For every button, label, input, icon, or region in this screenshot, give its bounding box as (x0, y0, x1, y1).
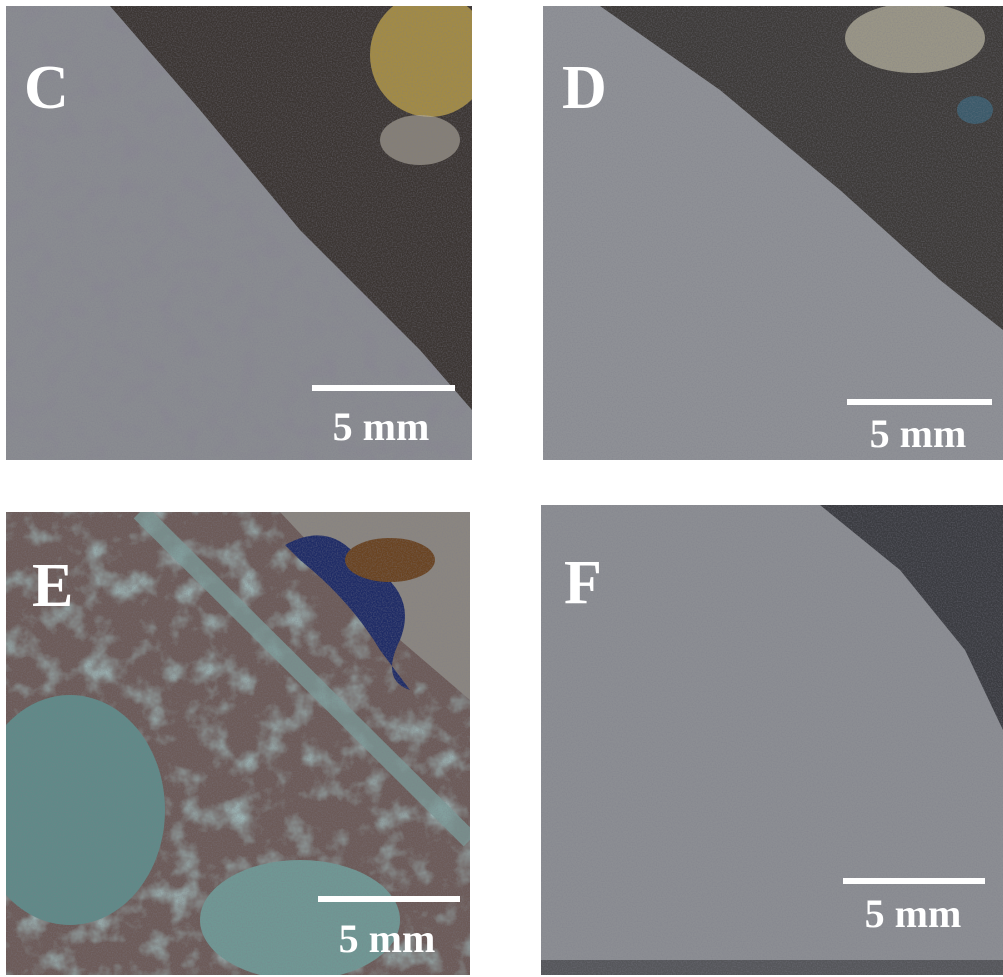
texture (6, 512, 470, 975)
texture (543, 6, 1003, 460)
texture (6, 6, 472, 460)
panel-label: C (24, 54, 69, 122)
panel-label: F (564, 549, 602, 617)
figure: C 5 mm D 5 mm E 5 mm F 5 mm (0, 0, 1003, 977)
scale-text: 5 mm (870, 411, 967, 456)
panel-label: D (562, 54, 607, 122)
scale-text: 5 mm (339, 916, 436, 961)
panel-d (543, 3, 1003, 460)
scale-text: 5 mm (333, 404, 430, 449)
scale-text: 5 mm (865, 891, 962, 936)
panel-label: E (32, 552, 73, 620)
